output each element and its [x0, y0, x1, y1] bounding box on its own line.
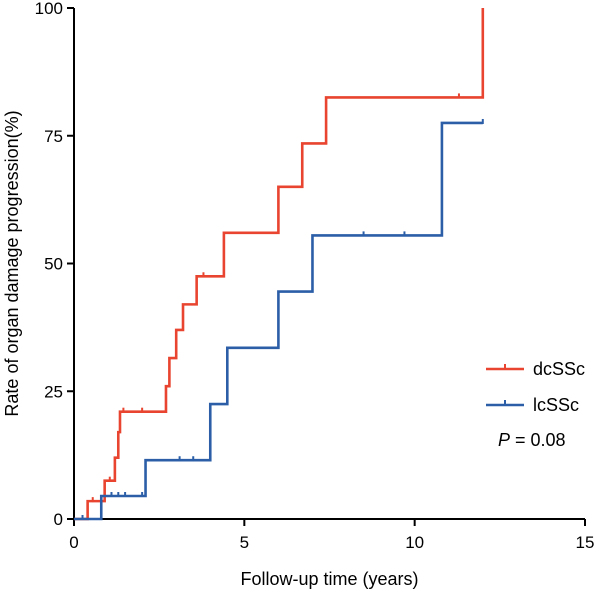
- series-line-dcSSc: [74, 8, 485, 521]
- series-line-lcSSc: [74, 121, 483, 521]
- y-axis-title: Rate of organ damage progression(%): [2, 110, 22, 416]
- x-tick-label: 0: [69, 533, 78, 552]
- legend-item-dcSSc: dcSSc: [486, 359, 585, 379]
- series-lcSSc: [74, 118, 484, 521]
- y-tick-label: 50: [44, 255, 63, 274]
- p-label: P: [498, 430, 510, 450]
- y-tick-label: 100: [35, 0, 63, 18]
- p-value-annotation: P = 0.08: [498, 430, 566, 450]
- x-axis-title: Follow-up time (years): [240, 569, 418, 589]
- y-tick-label: 75: [44, 127, 63, 146]
- y-tick-label: 25: [44, 382, 63, 401]
- legend: dcSSc lcSSc: [486, 359, 585, 415]
- x-tick-label: 5: [240, 533, 249, 552]
- x-tick-label: 15: [576, 533, 595, 552]
- y-tick-label: 0: [54, 510, 63, 529]
- legend-item-lcSSc: lcSSc: [486, 395, 579, 415]
- x-tick-label: 10: [405, 533, 424, 552]
- legend-label: lcSSc: [533, 395, 579, 415]
- axes: 0 5 10 15 0 25 50 75 100: [35, 0, 595, 552]
- legend-label: dcSSc: [533, 359, 585, 379]
- series-dcSSc: [74, 8, 485, 521]
- series-layer: [74, 8, 485, 521]
- p-value-text: = 0.08: [510, 430, 566, 450]
